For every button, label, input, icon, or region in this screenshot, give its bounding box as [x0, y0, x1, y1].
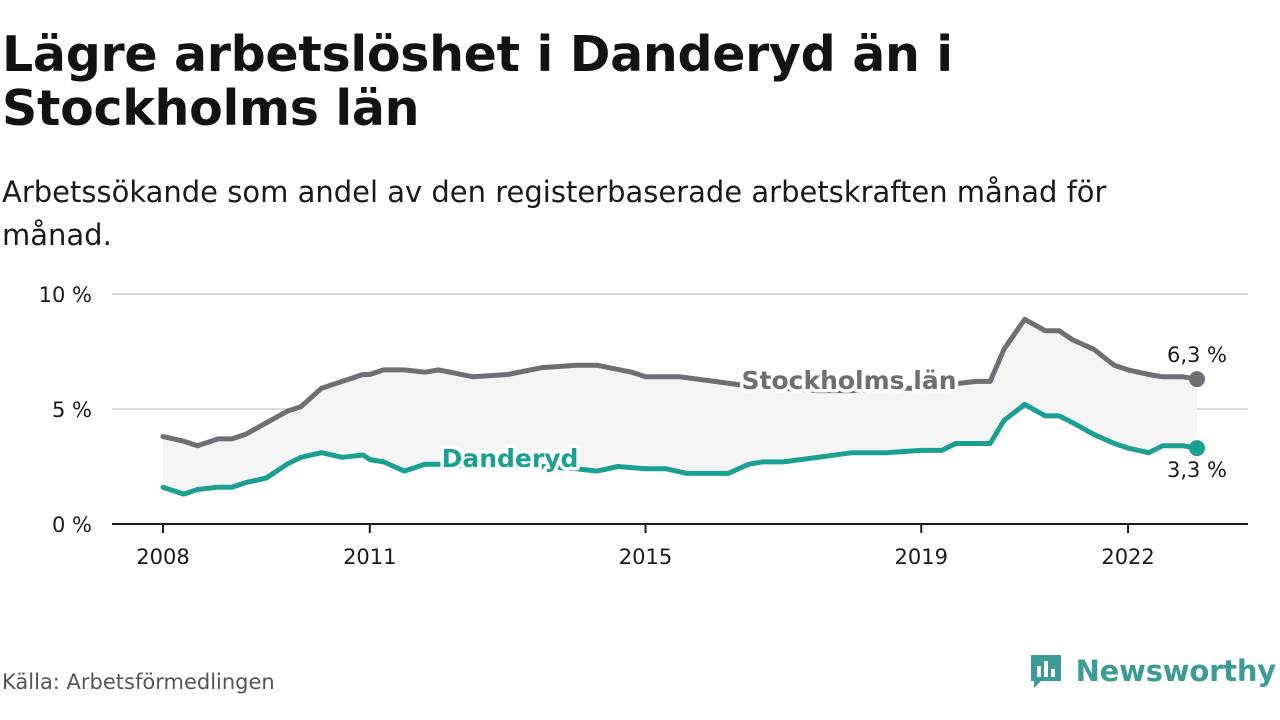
- series-name-label: Danderyd: [442, 444, 579, 473]
- end-marker-danderyd: [1189, 440, 1205, 457]
- end-marker-stockholms-l-n: [1189, 371, 1205, 388]
- series-name-label: Stockholms län: [742, 366, 957, 395]
- brand-logo[interactable]: Newsworthy: [1028, 652, 1276, 690]
- chart-title: Lägre arbetslöshet i Danderyd än i Stock…: [2, 26, 953, 137]
- end-value-label: 6,3 %: [1167, 343, 1227, 367]
- line-chart: 0 % 5 % 10 % 2008 2011 2015 2019 2022 6,3 % 3,3 …: [39, 283, 1248, 569]
- y-tick-label: 10 %: [39, 283, 92, 307]
- source-note: Källa: Arbetsförmedlingen: [2, 670, 275, 694]
- y-tick-label: 5 %: [52, 398, 92, 422]
- x-tick-label: 2015: [619, 545, 672, 569]
- gap-area: [163, 319, 1197, 495]
- newsworthy-logo-icon: [1030, 655, 1061, 688]
- chart-subtitle: Arbetssökande som andel av den registerb…: [2, 175, 1107, 252]
- series-line-danderyd: [160, 401, 1200, 497]
- series-line-stockholms-l-n: [160, 316, 1200, 449]
- x-tick-label: 2008: [136, 545, 189, 569]
- y-tick-label: 0 %: [52, 513, 92, 537]
- x-tick-label: 2022: [1101, 545, 1154, 569]
- x-tick-label: 2019: [895, 545, 948, 569]
- end-value-label: 3,3 %: [1167, 458, 1227, 482]
- brand-name: Newsworthy: [1075, 654, 1277, 688]
- x-tick-label: 2011: [343, 545, 396, 569]
